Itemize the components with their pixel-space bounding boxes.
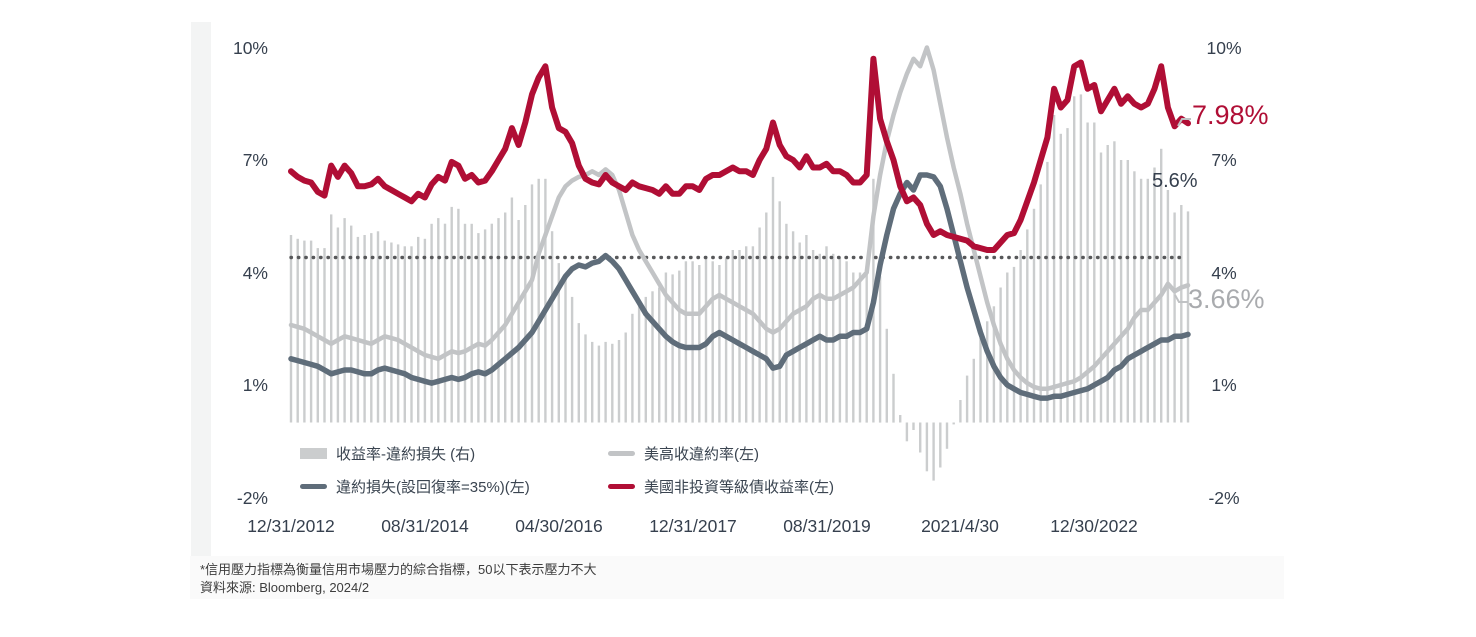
legend-item-default-loss: 違約損失(設回復率=35%)(左) — [300, 476, 530, 496]
yield-line — [288, 55, 1191, 253]
y-axis-label-right: 10% — [1206, 38, 1242, 58]
legend-label: 違約損失(設回復率=35%)(左) — [336, 478, 530, 496]
footer: *信用壓力指標為衡量信用市場壓力的綜合指標，50以下表示壓力不大 資料來源: B… — [190, 556, 1284, 599]
x-axis-label: 12/30/2022 — [1050, 516, 1138, 536]
y-axis-label-left: 10% — [232, 38, 268, 58]
x-axis-label: 08/31/2019 — [783, 516, 871, 536]
annotation-tick-yield — [1177, 118, 1191, 127]
legend-label: 收益率-違約損失 (右) — [336, 445, 476, 463]
annotation-yield-latest: 7.98% — [1192, 100, 1269, 130]
y-axis-label-right: 7% — [1211, 150, 1237, 170]
y-axis-label-left: 1% — [242, 375, 268, 395]
annotation-tick-default-rate — [1174, 294, 1188, 303]
x-axis-label: 2021/4/30 — [921, 516, 999, 536]
x-axis-label: 12/31/2012 — [247, 516, 335, 536]
legend-swatch-line — [608, 450, 635, 456]
annotation-default-rate-latest: 3.66% — [1188, 284, 1265, 314]
default-rate-line — [288, 45, 1191, 392]
data-source: 資料來源: Bloomberg, 2024/2 — [200, 580, 370, 595]
legend-label: 美高收違約率(左) — [644, 445, 759, 463]
y-axis-label-left: -2% — [236, 488, 268, 508]
x-axis-label: 04/30/2016 — [515, 516, 603, 536]
x-axis-label: 12/31/2017 — [649, 516, 737, 536]
y-axis-label-left: 4% — [242, 263, 268, 283]
y-axis-label-right: 1% — [1211, 375, 1237, 395]
legend-swatch-line — [608, 483, 635, 489]
footnote: *信用壓力指標為衡量信用市場壓力的綜合指標，50以下表示壓力不大 — [200, 562, 597, 577]
annotation-spread-latest: 5.6% — [1152, 170, 1198, 192]
legend-item-spread-bars: 收益率-違約損失 (右) — [300, 443, 475, 463]
y-axis-label-left: 7% — [242, 150, 268, 170]
legend-item-default-rate: 美高收違約率(左) — [608, 443, 759, 463]
y-axis-label-right: 4% — [1211, 263, 1237, 283]
y-axis-label-right: -2% — [1208, 488, 1240, 508]
x-axis-label: 08/31/2014 — [381, 516, 469, 536]
legend-item-hy-yield: 美國非投資等級債收益率(左) — [608, 476, 834, 496]
bars-series — [289, 94, 1190, 481]
legend-swatch-line — [300, 483, 327, 489]
left-gray-strip — [191, 22, 211, 560]
legend-label: 美國非投資等級債收益率(左) — [644, 478, 834, 496]
legend-swatch-bar — [300, 447, 327, 459]
default-loss-line — [288, 172, 1191, 401]
